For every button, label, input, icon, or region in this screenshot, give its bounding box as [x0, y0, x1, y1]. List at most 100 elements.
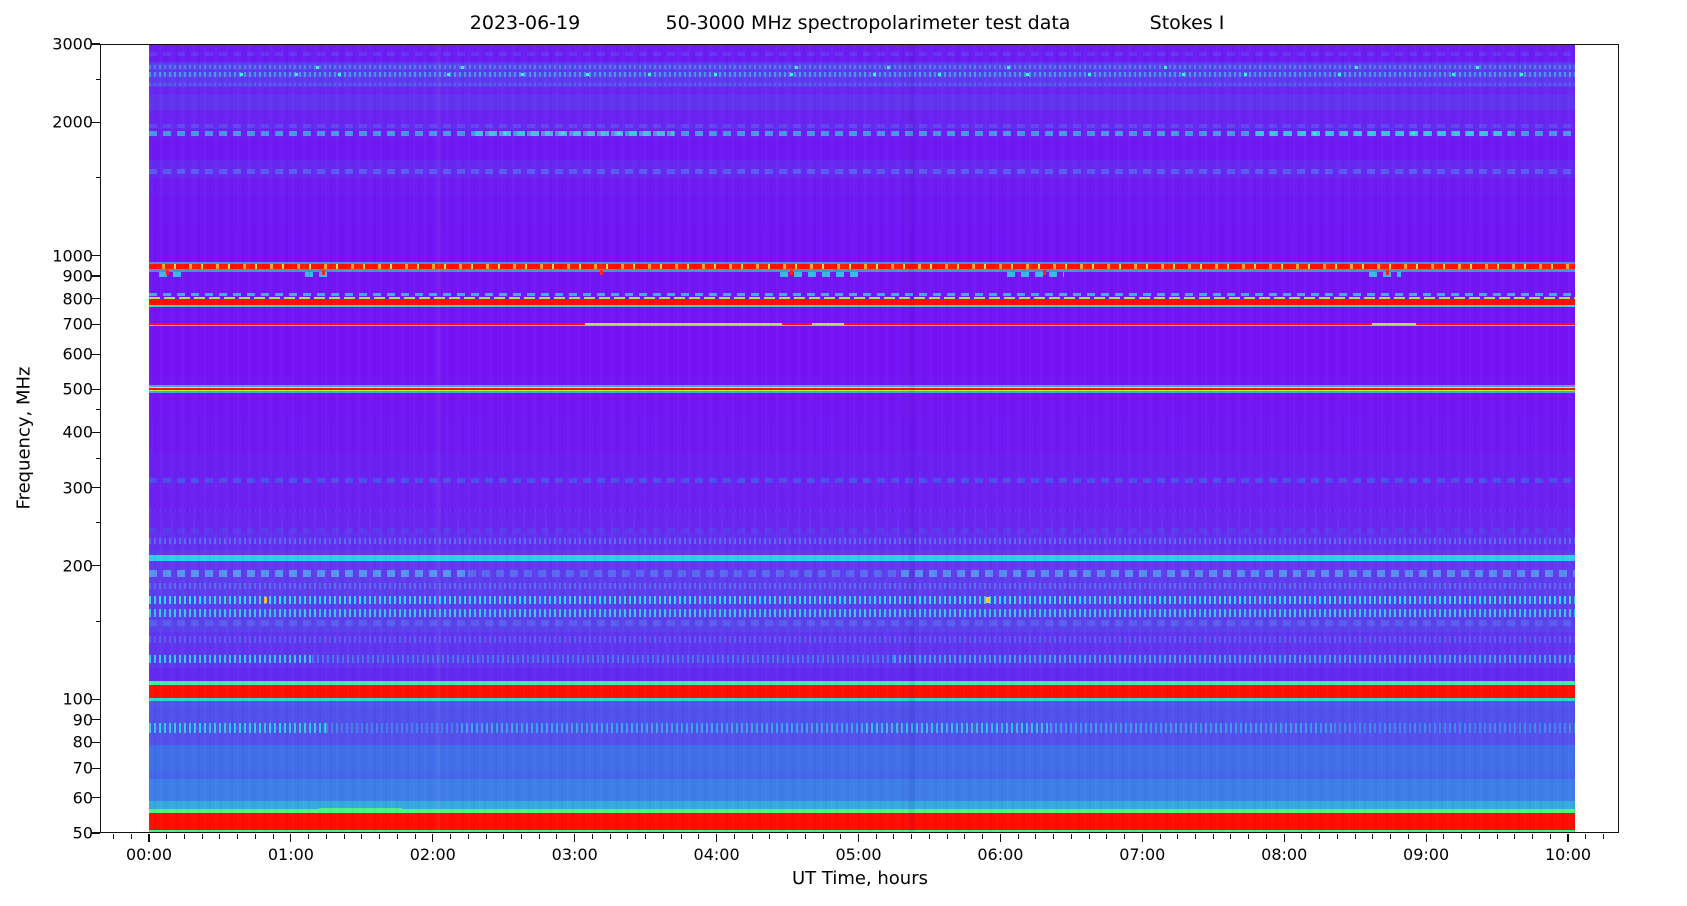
line-700-yellowgreen — [1372, 323, 1417, 325]
x-axis-minor-tick — [893, 834, 895, 839]
bg-band — [149, 196, 1575, 229]
bright-dot — [1088, 72, 1092, 76]
x-tick-label: 03:00 — [551, 845, 598, 864]
y-tick-label: 90 — [72, 710, 93, 730]
x-axis-tick — [290, 834, 292, 842]
y-tick-label: 50 — [72, 823, 93, 843]
y-axis-tick — [92, 298, 100, 300]
bright-dot — [1475, 65, 1479, 69]
x-axis-minor-tick — [1585, 834, 1587, 839]
row-312 — [149, 478, 1575, 483]
x-axis-minor-tick — [183, 834, 185, 839]
bg-band — [149, 44, 1575, 63]
y-tick-label: 600 — [62, 344, 93, 364]
bright-dot — [872, 72, 876, 76]
band-780-speckle-top — [149, 292, 1575, 297]
line-1890-bright — [1255, 130, 1512, 136]
line-700-red — [844, 323, 1373, 326]
bg-band — [149, 451, 1575, 477]
row-2850 — [149, 51, 1575, 57]
x-tick-label: 00:00 — [125, 845, 173, 864]
x-axis-tick — [1283, 834, 1285, 842]
y-axis-tick — [92, 767, 100, 769]
y-axis-minor-tick — [95, 78, 100, 80]
x-axis-minor-tick — [325, 834, 327, 839]
bg-band — [149, 744, 1575, 771]
bg-band — [149, 417, 1575, 452]
x-axis-minor-tick — [1390, 834, 1392, 839]
band-940-cyan-bottom — [149, 269, 1575, 272]
x-axis-minor-tick — [928, 834, 930, 839]
x-axis-minor-tick — [1265, 834, 1267, 839]
x-axis-minor-tick — [964, 834, 966, 839]
row-157 — [149, 608, 1575, 617]
band-55-red — [149, 813, 1575, 830]
x-axis-minor-tick — [1354, 834, 1356, 839]
bright-dot — [886, 65, 890, 69]
line-700-yellowgreen — [584, 323, 782, 325]
x-axis-minor-tick — [485, 834, 487, 839]
y-axis-minor-tick — [95, 177, 100, 179]
y-axis-tick — [92, 741, 100, 743]
x-axis-label: UT Time, hours — [792, 868, 928, 889]
row-228 — [149, 538, 1575, 544]
x-axis-minor-tick — [379, 834, 381, 839]
x-axis-minor-tick — [219, 834, 221, 839]
x-axis-minor-tick — [840, 834, 842, 839]
x-axis-minor-tick — [1443, 834, 1445, 839]
row-2560 — [149, 72, 1575, 77]
y-axis-tick — [92, 565, 100, 567]
y-axis-tick — [92, 121, 100, 123]
y-axis-label: Frequency, MHz — [13, 366, 35, 510]
x-axis-minor-tick — [1336, 834, 1338, 839]
x-axis-minor-tick — [361, 834, 363, 839]
bright-dot — [1025, 72, 1029, 76]
band-780-red — [149, 298, 1575, 305]
y-tick-label: 80 — [72, 732, 93, 752]
bg-band — [149, 393, 1575, 418]
line-700-yellowgreen — [811, 323, 845, 325]
bg-band — [149, 324, 1575, 378]
y-tick-label: 700 — [62, 314, 93, 334]
line-500-red — [149, 387, 1575, 391]
row-2430 — [149, 82, 1575, 87]
x-axis-minor-tick — [343, 834, 345, 839]
x-axis-minor-tick — [946, 834, 948, 839]
x-tick-label: 02:00 — [409, 845, 456, 864]
bg-band — [149, 667, 1575, 682]
bright-dot — [560, 131, 564, 135]
band-940-subdash — [305, 271, 334, 277]
band-940-subdash — [1369, 271, 1401, 277]
x-axis-minor-tick — [130, 834, 132, 839]
bright-dot — [1411, 131, 1415, 135]
x-axis-minor-tick — [272, 834, 274, 839]
line-700-red — [781, 323, 812, 326]
bg-band — [149, 707, 1575, 725]
bright-dot — [1355, 65, 1359, 69]
band-55-green-top — [149, 809, 1575, 814]
y-tick-label: 70 — [72, 758, 93, 778]
band-940-subdash — [158, 271, 188, 277]
bright-dot — [316, 65, 320, 69]
y-axis-tick — [92, 275, 100, 277]
y-axis-minor-tick — [95, 620, 100, 622]
bright-dot — [1519, 72, 1523, 76]
bg-band — [149, 770, 1575, 780]
x-axis-minor-tick — [787, 834, 789, 839]
band-940-subdash — [780, 271, 859, 277]
y-axis-tick — [92, 719, 100, 721]
bright-dot — [937, 72, 941, 76]
band-940-subdash — [1007, 271, 1065, 277]
x-axis-minor-tick — [1301, 834, 1303, 839]
x-axis-tick — [1141, 834, 1143, 842]
x-axis-minor-tick — [1106, 834, 1108, 839]
title-date: 2023-06-19 — [469, 12, 581, 34]
y-axis-tick — [92, 255, 100, 257]
red-downticks-940 — [1042, 269, 1046, 276]
x-axis-minor-tick — [645, 834, 647, 839]
line-700-red — [1416, 323, 1575, 326]
x-axis-minor-tick — [1407, 834, 1409, 839]
row-167-yellow-dot — [263, 597, 268, 603]
x-axis-minor-tick — [450, 834, 452, 839]
x-axis-minor-tick — [591, 834, 593, 839]
